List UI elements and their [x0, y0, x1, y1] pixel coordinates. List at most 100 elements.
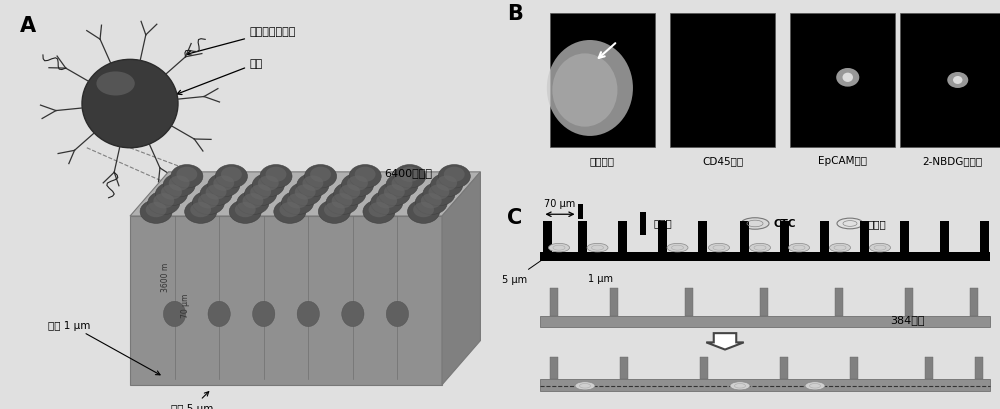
Text: 白细胞: 白细胞 [868, 219, 887, 229]
Text: 直径 5 μm: 直径 5 μm [171, 392, 214, 409]
Bar [550, 288, 558, 316]
Bar [860, 222, 869, 252]
Circle shape [805, 382, 825, 390]
Ellipse shape [363, 200, 395, 224]
Text: EpCAM阳性: EpCAM阳性 [818, 155, 867, 165]
Circle shape [830, 244, 850, 252]
Circle shape [708, 244, 730, 252]
Ellipse shape [192, 191, 224, 215]
Bar [542, 222, 552, 252]
Ellipse shape [163, 301, 186, 327]
Circle shape [750, 244, 770, 252]
Text: CTC: CTC [774, 219, 796, 229]
Bar [550, 14, 655, 147]
Circle shape [870, 244, 891, 252]
Bar [760, 288, 768, 316]
Ellipse shape [163, 174, 195, 198]
Ellipse shape [326, 191, 358, 215]
Ellipse shape [221, 167, 242, 182]
Bar [700, 357, 708, 380]
Circle shape [667, 244, 688, 252]
Bar [850, 357, 858, 380]
Ellipse shape [96, 72, 135, 96]
Bar [925, 357, 933, 380]
Text: 寡核苷酸条形码: 寡核苷酸条形码 [187, 27, 296, 56]
Text: C: C [508, 207, 523, 227]
Ellipse shape [341, 174, 373, 198]
Bar [658, 222, 666, 252]
Ellipse shape [384, 185, 405, 200]
Ellipse shape [82, 60, 178, 148]
Text: 3600 m: 3600 m [162, 262, 170, 291]
Ellipse shape [310, 167, 331, 182]
Ellipse shape [378, 183, 410, 206]
Bar [905, 288, 913, 316]
Ellipse shape [198, 194, 219, 209]
Polygon shape [130, 173, 480, 216]
Ellipse shape [176, 167, 197, 182]
Bar [900, 222, 909, 252]
Bar [740, 222, 749, 252]
Ellipse shape [399, 167, 420, 182]
Text: 70 μm: 70 μm [544, 199, 576, 209]
Bar [820, 222, 829, 252]
Ellipse shape [421, 194, 442, 209]
Ellipse shape [386, 174, 418, 198]
Bar [618, 222, 626, 252]
Ellipse shape [155, 183, 188, 206]
Ellipse shape [334, 183, 366, 206]
Bar [610, 288, 618, 316]
Polygon shape [130, 216, 442, 385]
Ellipse shape [355, 167, 376, 182]
Ellipse shape [295, 185, 316, 200]
Text: A: A [20, 16, 36, 36]
Ellipse shape [318, 200, 350, 224]
Ellipse shape [266, 167, 286, 182]
Text: 70 μm: 70 μm [181, 292, 190, 317]
Ellipse shape [237, 191, 269, 215]
Bar [540, 252, 990, 262]
Ellipse shape [547, 41, 633, 137]
Ellipse shape [245, 183, 277, 206]
Ellipse shape [140, 200, 172, 224]
Text: 5 μm: 5 μm [502, 259, 544, 284]
Bar [670, 14, 775, 147]
Bar [540, 316, 990, 327]
Ellipse shape [206, 185, 226, 200]
Ellipse shape [279, 202, 300, 218]
Bar [698, 222, 706, 252]
Ellipse shape [200, 183, 232, 206]
FancyArrow shape [706, 333, 744, 350]
Text: 1 μm: 1 μm [588, 273, 612, 283]
Ellipse shape [274, 200, 306, 224]
Bar [780, 222, 789, 252]
Text: 6400个微孔: 6400个微孔 [384, 167, 432, 178]
Ellipse shape [297, 174, 329, 198]
Text: 穿刺针: 穿刺针 [654, 218, 673, 228]
Ellipse shape [252, 174, 284, 198]
Ellipse shape [332, 194, 353, 209]
Ellipse shape [415, 191, 447, 215]
Ellipse shape [302, 176, 323, 191]
Ellipse shape [190, 202, 211, 218]
Ellipse shape [250, 185, 271, 200]
Ellipse shape [146, 202, 167, 218]
Bar [578, 201, 582, 220]
Ellipse shape [386, 301, 409, 327]
Ellipse shape [260, 165, 292, 189]
Circle shape [575, 382, 595, 390]
Text: 细胞明场: 细胞明场 [590, 155, 615, 165]
Ellipse shape [185, 200, 217, 224]
Ellipse shape [305, 165, 337, 189]
Ellipse shape [289, 183, 321, 206]
Circle shape [741, 218, 769, 230]
Text: 底膜 1 μm: 底膜 1 μm [48, 320, 160, 375]
Ellipse shape [423, 183, 455, 206]
Ellipse shape [253, 301, 275, 327]
Text: 2-NBDG高摄取: 2-NBDG高摄取 [922, 155, 983, 165]
Ellipse shape [339, 185, 360, 200]
Ellipse shape [836, 69, 859, 88]
Ellipse shape [842, 74, 853, 83]
Bar [970, 288, 978, 316]
Circle shape [587, 244, 608, 252]
